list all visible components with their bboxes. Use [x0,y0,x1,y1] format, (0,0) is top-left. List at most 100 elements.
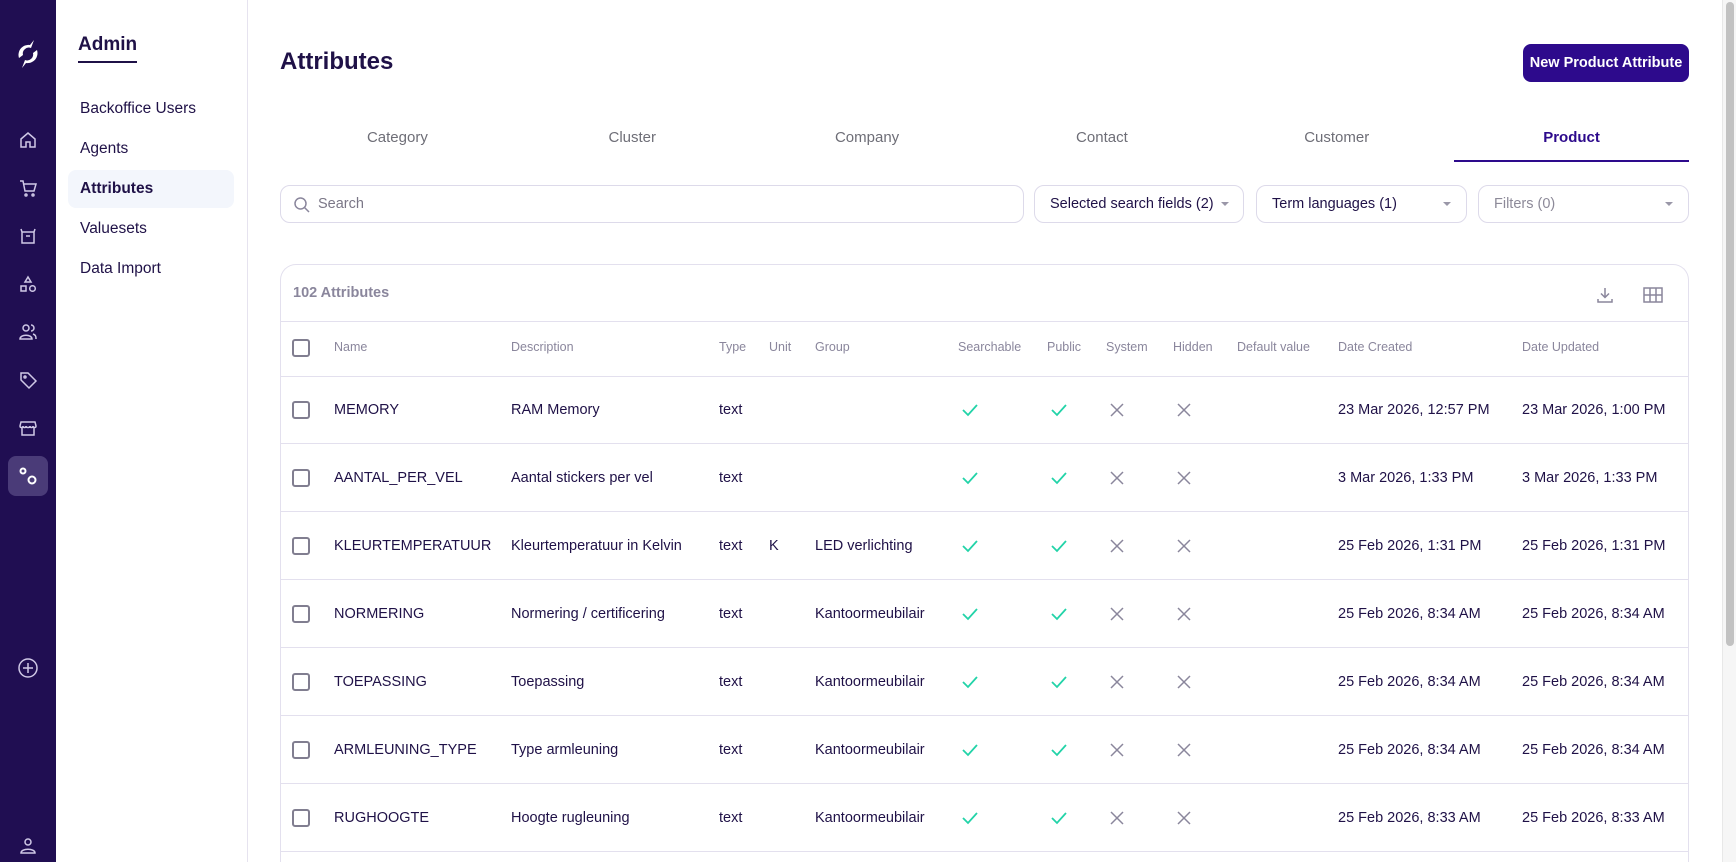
row-checkbox[interactable] [292,401,310,419]
submenu-item-agents[interactable]: Agents [80,140,129,157]
cell-date-updated: 3 Mar 2026, 1:33 PM [1522,470,1658,486]
tab-company[interactable]: Company [834,129,900,146]
col-header-system[interactable]: System [1106,340,1148,354]
settings-gears-icon [19,467,37,485]
nav-customers[interactable] [8,312,48,352]
cell-description: Aantal stickers per vel [511,470,653,486]
col-header-description[interactable]: Description [511,340,574,354]
cross-icon [1109,538,1125,559]
nav-shops[interactable] [8,408,48,448]
check-icon [1050,607,1068,626]
check-icon [1050,675,1068,694]
profile-button[interactable] [8,826,48,862]
cell-date-updated: 25 Feb 2026, 8:33 AM [1522,810,1665,826]
column-settings-button[interactable] [1641,283,1665,307]
cross-icon [1109,402,1125,423]
download-button[interactable] [1593,283,1617,307]
table-row[interactable]: ARMLEUNING_TYPE Type armleuning text Kan… [280,716,1689,784]
shapes-icon [20,275,37,293]
nav-pricing[interactable] [8,360,48,400]
col-header-type[interactable]: Type [719,340,747,354]
check-icon [1050,811,1068,830]
scrollbar-thumb[interactable] [1726,2,1734,646]
cross-icon [1109,810,1125,831]
row-checkbox[interactable] [292,809,310,827]
cross-icon [1109,674,1125,695]
select-all-checkbox[interactable] [292,339,310,357]
search-icon [294,197,310,213]
nav-catalog[interactable] [8,264,48,304]
cell-name: MEMORY [334,402,399,418]
table-row[interactable]: TOEPASSING Toepassing text Kantoormeubil… [280,648,1689,716]
box-icon [20,228,36,244]
cell-date-created: 25 Feb 2026, 1:31 PM [1338,538,1482,554]
term-languages-dropdown[interactable]: Term languages (1) [1256,185,1467,223]
new-product-attribute-button[interactable]: New Product Attribute [1523,44,1689,82]
col-header-public[interactable]: Public [1047,340,1082,354]
cell-description: Toepassing [511,674,585,690]
cell-name: KLEURTEMPERATUUR [334,538,492,554]
nav-orders[interactable] [8,168,48,208]
divider [281,376,1688,377]
check-icon [1050,743,1068,762]
cell-unit: K [769,538,779,554]
submenu-item-data-import[interactable]: Data Import [80,260,161,277]
entity-tabs: Category Cluster Company Contact Custome… [280,118,1689,162]
cell-group: Kantoormeubilair [815,742,925,758]
row-checkbox[interactable] [292,537,310,555]
col-header-default-value[interactable]: Default value [1237,340,1310,354]
table-row[interactable]: RUGHOOGTE Hoogte rugleuning text Kantoor… [280,784,1689,852]
col-header-date-created[interactable]: Date Created [1338,340,1413,354]
col-header-group[interactable]: Group [815,340,850,354]
cell-group: LED verlichting [815,538,913,554]
col-header-unit[interactable]: Unit [769,340,792,354]
col-header-hidden[interactable]: Hidden [1173,340,1213,354]
cell-description: Type armleuning [511,742,619,758]
table-row[interactable]: AANTAL_PER_VEL Aantal stickers per vel t… [280,444,1689,512]
table-row[interactable]: KLEURTEMPERATUUR Kleurtemperatuur in Kel… [280,512,1689,580]
tab-contact[interactable]: Contact [1076,129,1128,146]
cell-group: Kantoormeubilair [815,606,925,622]
cell-type: text [719,538,743,554]
row-checkbox[interactable] [292,673,310,691]
nav-products[interactable] [8,216,48,256]
cell-type: text [719,470,743,486]
table-row[interactable]: NORMERING Normering / certificering text… [280,580,1689,648]
attributes-table-card: 102 Attributes [280,264,1689,862]
attributes-count: 102 Attributes [293,285,390,301]
nav-home[interactable] [8,120,48,160]
table-row[interactable]: MEMORY RAM Memory text 23 Mar 2026, 12:5… [280,376,1689,444]
submenu-item-backoffice-users[interactable]: Backoffice Users [80,100,197,117]
cross-icon [1109,470,1125,491]
add-button[interactable] [8,648,48,688]
page-scrollbar[interactable] [1722,0,1736,862]
tag-icon [20,372,38,390]
row-checkbox[interactable] [292,741,310,759]
row-checkbox[interactable] [292,469,310,487]
submenu-item-valuesets[interactable]: Valuesets [80,220,147,237]
col-header-searchable[interactable]: Searchable [958,340,1022,354]
col-header-name[interactable]: Name [334,340,368,354]
cell-date-updated: 25 Feb 2026, 1:31 PM [1522,538,1666,554]
search-fields-dropdown[interactable]: Selected search fields (2) [1034,185,1244,223]
cell-name: NORMERING [334,606,425,622]
nav-admin[interactable] [8,456,48,496]
filters-dropdown[interactable]: Filters (0) [1478,185,1689,223]
search-input[interactable] [318,186,1008,222]
tab-product[interactable]: Product [1454,118,1689,162]
cell-type: text [719,402,743,418]
check-icon [1050,471,1068,490]
tab-category[interactable]: Category [366,129,428,146]
check-icon [961,539,979,558]
col-header-date-updated[interactable]: Date Updated [1522,340,1600,354]
tab-customer[interactable]: Customer [1304,129,1370,146]
check-icon [961,607,979,626]
cell-date-updated: 23 Mar 2026, 1:00 PM [1522,402,1666,418]
cell-description: Kleurtemperatuur in Kelvin [511,538,682,554]
row-checkbox[interactable] [292,605,310,623]
user-icon [20,838,36,854]
tab-cluster[interactable]: Cluster [608,129,656,146]
logo-icon[interactable] [12,36,44,72]
submenu-item-attributes[interactable]: Attributes [68,170,234,208]
admin-submenu: Admin Backoffice Users Agents Attributes… [56,0,248,862]
